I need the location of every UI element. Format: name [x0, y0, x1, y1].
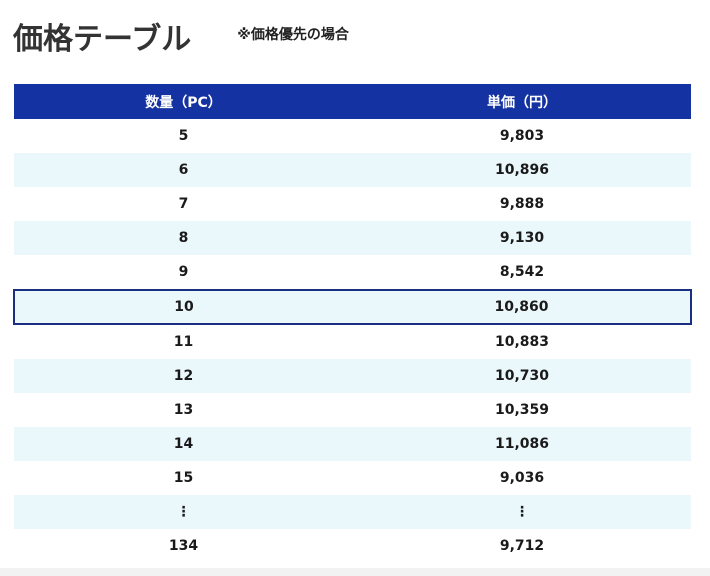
unit-price-cell: 9,888 [499, 196, 545, 212]
unit-price-cell: 10,359 [494, 402, 550, 418]
table-header: 数量（PC） 単価（円） [14, 84, 691, 119]
quantity-cell: 11 [173, 334, 194, 350]
table-row-selected[interactable]: 10 10,860 [13, 289, 692, 325]
quantity-cell: 7 [178, 196, 189, 212]
page-header: 価格テーブル ※価格優先の場合 [13, 18, 349, 62]
column-header-quantity: 数量（PC） [145, 94, 222, 111]
quantity-cell: 8 [178, 230, 189, 246]
table-row[interactable]: 11 10,883 [14, 325, 691, 359]
table-row[interactable]: 7 9,888 [14, 187, 691, 221]
price-priority-note: ※価格優先の場合 [237, 27, 349, 43]
quantity-cell: 10 [174, 299, 194, 315]
page-title: 価格テーブル [13, 22, 192, 57]
table-body: 5 9,803 6 10,896 7 9,888 8 9,130 9 8,542 10 10,860 1… [13, 119, 692, 563]
table-row[interactable]: ⋮ ⋮ [14, 495, 691, 529]
table-row[interactable]: 6 10,896 [14, 153, 691, 187]
table-row[interactable]: 9 8,542 [14, 255, 691, 289]
table-row[interactable]: 15 9,036 [14, 461, 691, 495]
quantity-cell: 15 [173, 470, 194, 486]
price-table: 数量（PC） 単価（円） 5 9,803 6 10,896 7 9,888 8 9,130 9 8… [13, 84, 692, 563]
unit-price-cell: 9,130 [499, 230, 545, 246]
table-row[interactable]: 8 9,130 [14, 221, 691, 255]
quantity-cell: 9 [178, 264, 189, 280]
unit-price-cell: 10,896 [494, 162, 550, 178]
quantity-cell: 14 [173, 436, 194, 452]
unit-price-cell: 9,036 [499, 470, 545, 486]
quantity-cell: ⋮ [176, 504, 191, 520]
quantity-cell: 5 [178, 128, 189, 144]
quantity-cell: 134 [168, 538, 199, 554]
unit-price-cell: 10,860 [494, 299, 549, 315]
unit-price-cell: ⋮ [515, 504, 529, 520]
table-row[interactable]: 134 9,712 [14, 529, 691, 563]
table-row[interactable]: 14 11,086 [14, 427, 691, 461]
quantity-cell: 6 [178, 162, 189, 178]
table-row[interactable]: 12 10,730 [14, 359, 691, 393]
unit-price-cell: 9,712 [499, 538, 545, 554]
column-header-unit-price: 単価（円） [487, 94, 557, 111]
table-row[interactable]: 5 9,803 [14, 119, 691, 153]
unit-price-cell: 11,086 [494, 436, 550, 452]
unit-price-cell: 8,542 [499, 264, 545, 280]
unit-price-cell: 10,883 [494, 334, 550, 350]
quantity-cell: 12 [173, 368, 194, 384]
quantity-cell: 13 [173, 402, 194, 418]
unit-price-cell: 10,730 [494, 368, 550, 384]
table-row[interactable]: 13 10,359 [14, 393, 691, 427]
unit-price-cell: 9,803 [499, 128, 545, 144]
page-bottom-divider [0, 568, 710, 576]
